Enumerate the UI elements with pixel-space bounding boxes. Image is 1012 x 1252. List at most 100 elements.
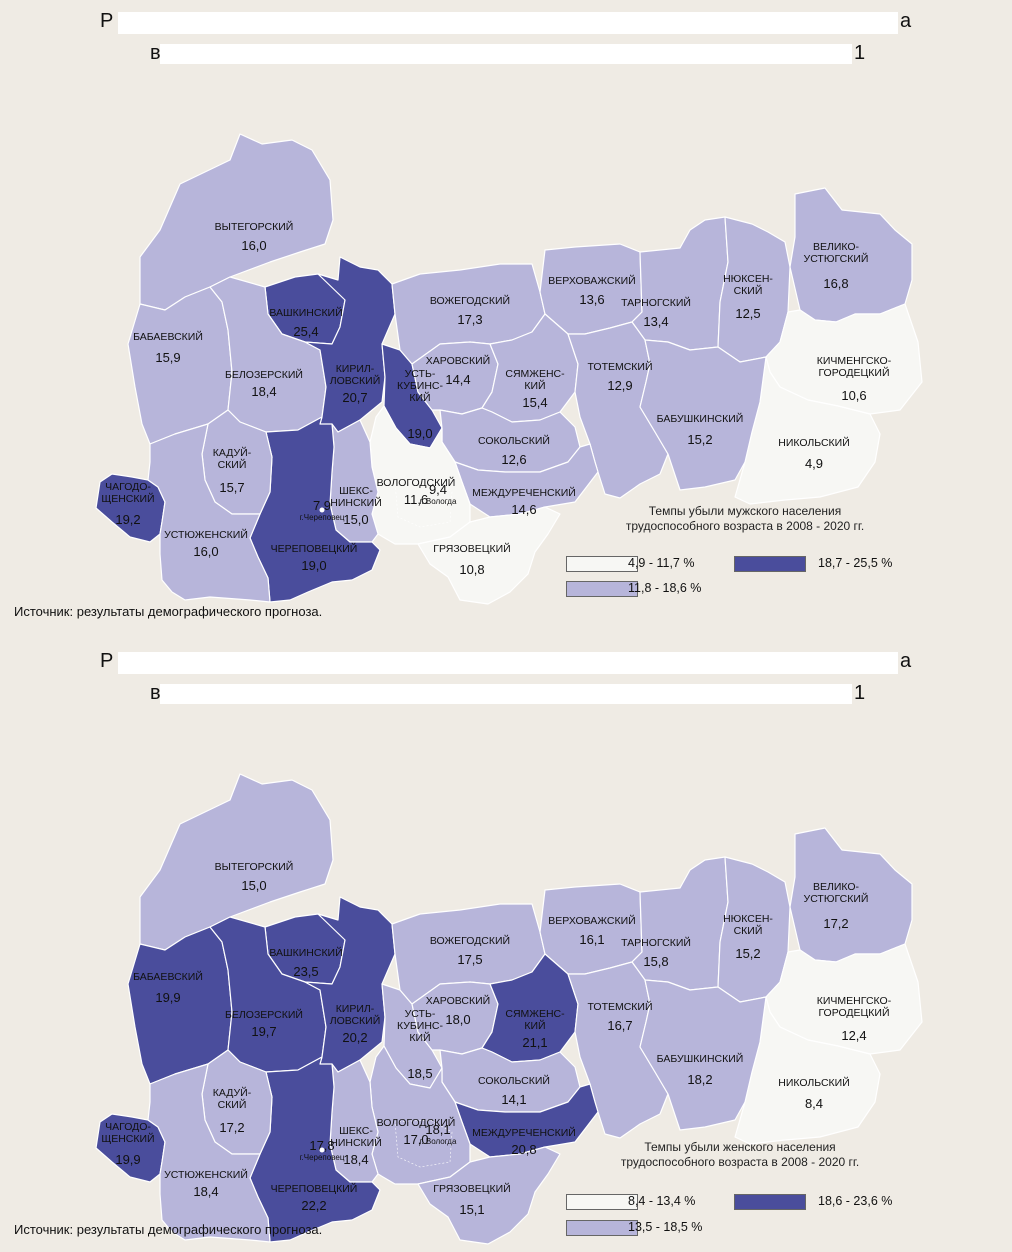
district-9 xyxy=(631,856,729,991)
district-name: СКИЙ xyxy=(734,284,763,297)
district-22 xyxy=(417,506,561,605)
district-name: БАБАЕВСКИЙ xyxy=(133,970,203,983)
district-name: УСТЮЖЕНСКИЙ xyxy=(164,528,248,541)
district-name: ВАШКИНСКИЙ xyxy=(269,306,342,319)
district-name: УСТЮГСКИЙ xyxy=(804,892,869,905)
district-name: НИКОЛЬСКИЙ xyxy=(778,436,850,449)
district-name: ГОРОДЕЦКИЙ xyxy=(818,1006,889,1019)
district-17 xyxy=(639,979,767,1131)
district-name: КАДУЙ- xyxy=(213,446,252,459)
district-name: ВОЛОГОДСКИЙ xyxy=(377,1116,456,1129)
district-name: СКИЙ xyxy=(218,458,247,471)
district-value: 10,8 xyxy=(459,562,484,577)
caption-redaction xyxy=(160,44,852,64)
district-name: ЧЕРЕПОВЕЦКИЙ xyxy=(271,542,358,555)
district-name: г. Вологда xyxy=(420,1137,457,1146)
district-name: г. Вологда xyxy=(420,497,457,506)
caption-line1-end: а xyxy=(900,10,912,32)
district-name: ВЕРХОВАЖСКИЙ xyxy=(548,914,635,927)
district-22 xyxy=(417,1146,561,1245)
city-marker xyxy=(319,1147,325,1153)
district-value: 17,2 xyxy=(219,1120,244,1135)
city-marker xyxy=(319,507,325,513)
district-name: ВЕРХОВАЖСКИЙ xyxy=(548,274,635,287)
district-name: КИЙ xyxy=(409,1031,430,1044)
district-17 xyxy=(639,339,767,491)
district-value: 19,0 xyxy=(407,426,432,441)
district-value: 15,7 xyxy=(219,480,244,495)
legend-title: Темпы убыли мужского населения трудоспос… xyxy=(590,504,900,534)
district-19 xyxy=(454,1083,599,1158)
district-value: 12,6 xyxy=(501,452,526,467)
legend-label-low: 4,9 - 11,7 % xyxy=(628,556,695,570)
district-value: 19,9 xyxy=(155,990,180,1005)
caption-redaction xyxy=(118,652,898,674)
district-name: УСТЬ- xyxy=(405,368,436,380)
district-value: 20,2 xyxy=(342,1030,367,1045)
district-name: ЧАГОДО- xyxy=(105,481,151,493)
district-value: 12,9 xyxy=(607,378,632,393)
district-value: 21,1 xyxy=(522,1035,547,1050)
figure-male: Р а в 1 ВЫТЕГОРСКИЙ 16,0 БАБАЕВСКИЙ 15,9 ВАШ… xyxy=(14,10,923,619)
district-name: БЕЛОЗЕРСКИЙ xyxy=(225,368,303,381)
district-name: ШЕКС- xyxy=(339,485,373,497)
legend-title-line1: Темпы убыли женского населения xyxy=(644,1140,836,1154)
district-name: ТАРНОГСКИЙ xyxy=(621,296,691,309)
caption-line1-start: Р xyxy=(100,650,114,672)
district-name: НЮКСЕН- xyxy=(723,273,773,285)
district-name: КИЙ xyxy=(524,1019,545,1032)
legend-swatch-high xyxy=(734,556,806,572)
district-value: 20,7 xyxy=(342,390,367,405)
district-value: 17,0 xyxy=(403,1132,428,1147)
district-name: КИЧМЕНГСКО- xyxy=(817,995,892,1007)
district-name: УСТЮГСКИЙ xyxy=(804,252,869,265)
district-name: НИКОЛЬСКИЙ xyxy=(778,1076,850,1089)
district-28 xyxy=(147,423,271,603)
district-21 xyxy=(394,1119,453,1168)
district-name: КАДУЙ- xyxy=(213,1086,252,1099)
district-name: ВОЖЕГОДСКИЙ xyxy=(430,294,510,307)
caption-line2-end: 1 xyxy=(854,682,866,704)
district-9 xyxy=(631,216,729,351)
choropleth-map: ВЫТЕГОРСКИЙ 15,0 БАБАЕВСКИЙ 19,9 ВАШКИНСКИЙ 2… xyxy=(95,773,923,1245)
district-name: г.Череповец xyxy=(300,1153,345,1162)
district-value: 15,1 xyxy=(459,1202,484,1217)
district-name: ГОРОДЕЦКИЙ xyxy=(818,366,889,379)
district-name: БАБАЕВСКИЙ xyxy=(133,330,203,343)
district-value: 16,0 xyxy=(193,544,218,559)
district-value: 8,4 xyxy=(805,1096,823,1111)
district-21 xyxy=(394,479,453,528)
district-value: 16,1 xyxy=(579,932,604,947)
district-name: г.Череповец xyxy=(300,513,345,522)
district-name: БАБУШКИНСКИЙ xyxy=(657,1052,744,1065)
legend-swatch-low xyxy=(566,556,638,572)
district-19 xyxy=(454,443,599,518)
district-value: 4,9 xyxy=(805,456,823,471)
legend-label-mid: 13,5 - 18,5 % xyxy=(628,1220,703,1234)
district-value: 14,1 xyxy=(501,1092,526,1107)
district-value: 17,3 xyxy=(457,312,482,327)
district-value: 22,2 xyxy=(301,1198,326,1213)
district-value: 7,9 xyxy=(313,498,331,513)
district-28 xyxy=(147,1063,271,1243)
legend-swatch-low xyxy=(566,1194,638,1210)
district-name: КИЙ xyxy=(524,379,545,392)
district-name: СЯМЖЕНС- xyxy=(505,368,565,380)
legend-title: Темпы убыли женского населения трудоспос… xyxy=(580,1140,900,1170)
district-name: ЩЕНСКИЙ xyxy=(101,492,154,505)
district-value: 16,7 xyxy=(607,1018,632,1033)
legend-swatch-mid xyxy=(566,1220,638,1236)
caption-line1-start: Р xyxy=(100,10,114,32)
district-name: ГРЯЗОВЕЦКИЙ xyxy=(433,1182,510,1195)
district-name: ВОЖЕГОДСКИЙ xyxy=(430,934,510,947)
caption-redaction xyxy=(160,684,852,704)
district-value: 12,5 xyxy=(735,306,760,321)
district-value: 10,6 xyxy=(841,388,866,403)
district-value: 19,7 xyxy=(251,1024,276,1039)
choropleth-map: ВЫТЕГОРСКИЙ 16,0 БАБАЕВСКИЙ 15,9 ВАШКИНСКИЙ 2… xyxy=(95,133,923,605)
district-value: 14,6 xyxy=(511,502,536,517)
caption-line1-end: а xyxy=(900,650,912,672)
district-value: 18,1 xyxy=(425,1122,450,1137)
district-value: 18,4 xyxy=(343,1152,368,1167)
district-name: КИЧМЕНГСКО- xyxy=(817,355,892,367)
